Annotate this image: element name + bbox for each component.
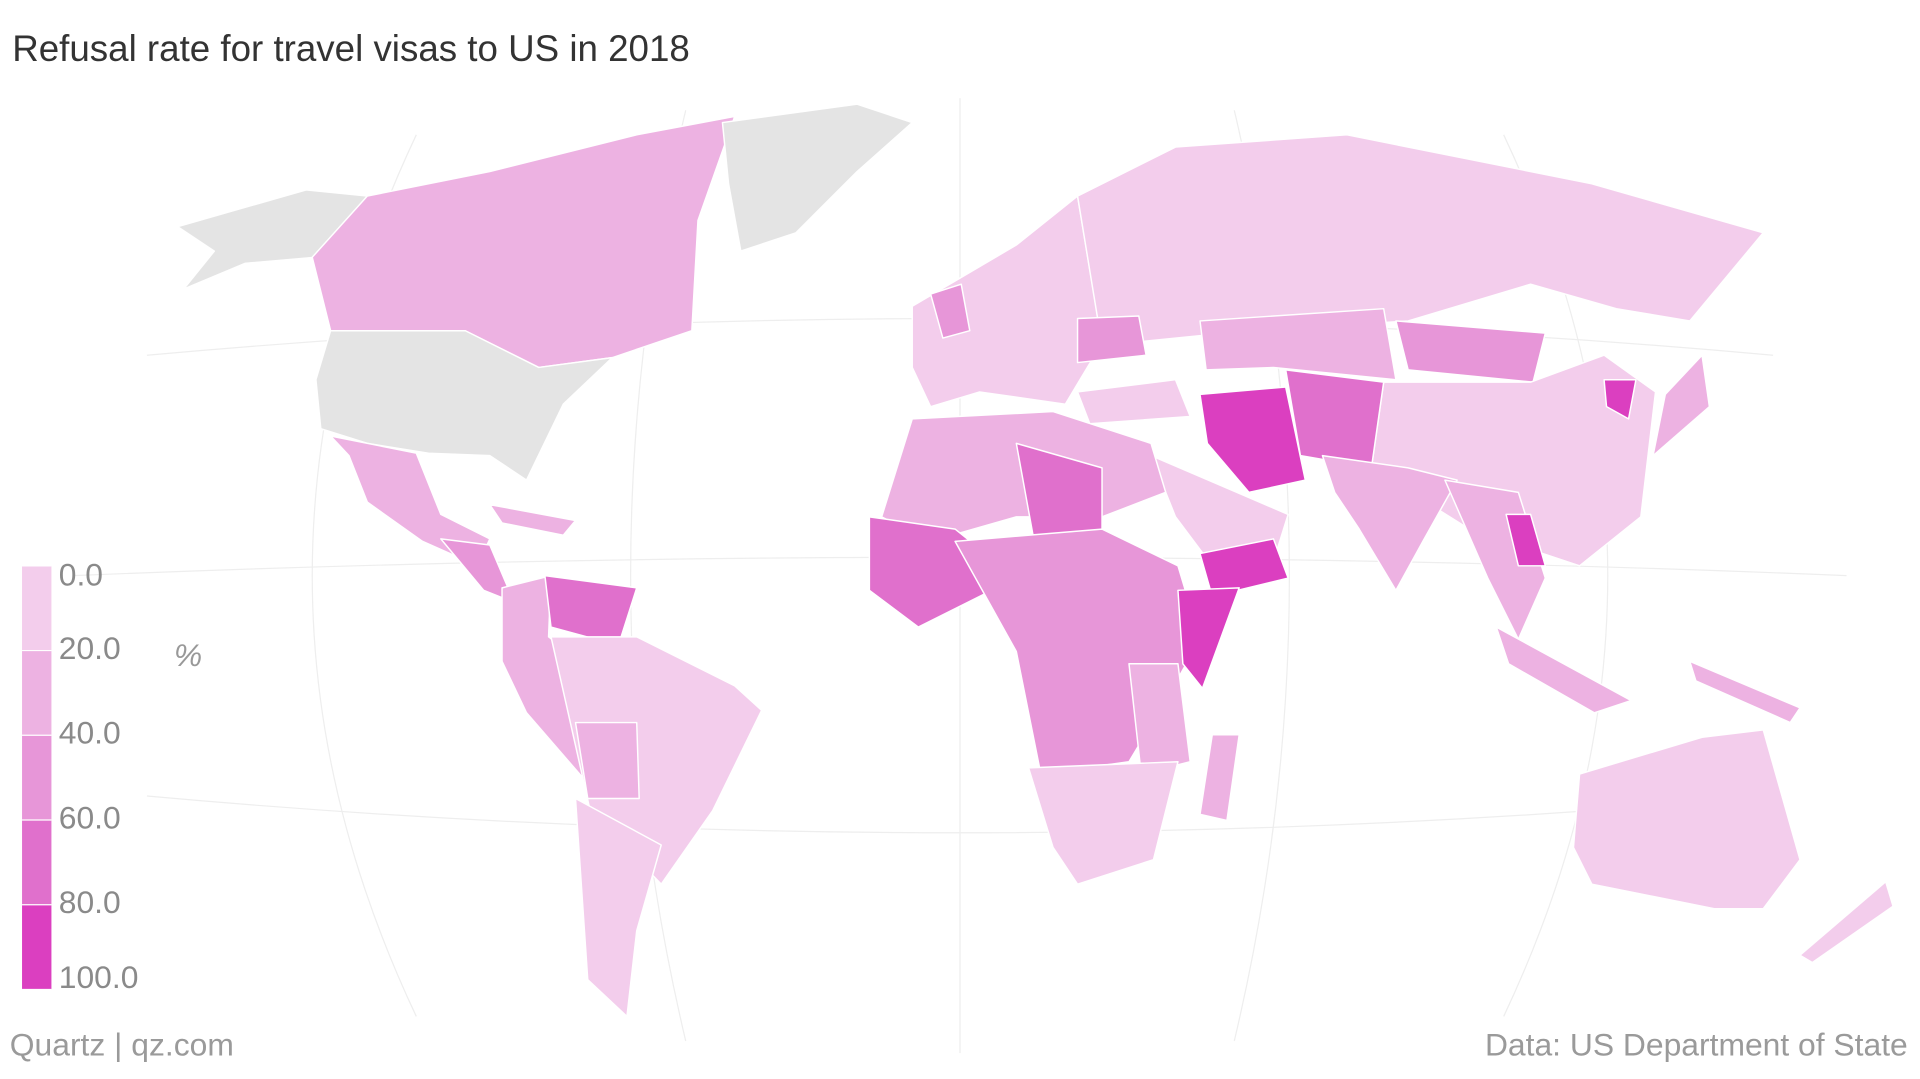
legend-tick-label: 80.0 xyxy=(59,884,121,920)
legend-title: % xyxy=(174,637,202,673)
region xyxy=(1395,320,1547,383)
region xyxy=(1076,378,1191,425)
region xyxy=(1199,307,1397,381)
legend-swatch xyxy=(22,820,52,905)
region xyxy=(311,115,736,369)
region xyxy=(868,516,1018,628)
legend: 0.0 20.0 40.0 60.0 80.0 100.0 xyxy=(22,556,138,995)
region-no-data xyxy=(176,189,369,290)
legend-tick-label: 20.0 xyxy=(59,630,121,666)
region xyxy=(1199,538,1289,598)
source-right: Data: US Department of State xyxy=(1485,1026,1908,1062)
region xyxy=(1177,587,1240,690)
region xyxy=(1505,513,1547,567)
region xyxy=(1076,315,1147,364)
region xyxy=(1076,134,1764,347)
region xyxy=(489,503,577,536)
region xyxy=(574,797,662,1018)
legend-tick-label: 100.0 xyxy=(59,959,139,995)
region xyxy=(574,721,640,800)
region xyxy=(1199,734,1240,822)
region xyxy=(544,574,638,647)
region xyxy=(1128,663,1191,775)
region xyxy=(1199,386,1307,494)
region xyxy=(1572,729,1801,910)
region xyxy=(911,195,1103,408)
region xyxy=(929,283,971,339)
region xyxy=(1495,626,1632,714)
legend-tick-label: 0.0 xyxy=(59,556,103,592)
region xyxy=(1284,369,1385,469)
legend-tick-label: 40.0 xyxy=(59,715,121,751)
region xyxy=(1799,881,1894,964)
chart-title: Refusal rate for travel visas to US in 2… xyxy=(12,28,690,69)
region xyxy=(1321,454,1458,592)
region-no-data xyxy=(315,329,613,481)
region xyxy=(1603,378,1637,420)
region xyxy=(1689,660,1801,724)
region xyxy=(1027,761,1179,885)
region-no-data xyxy=(721,103,913,252)
legend-swatch xyxy=(22,904,52,990)
legend-swatch xyxy=(22,735,52,821)
legend-tick-label: 60.0 xyxy=(59,799,121,835)
legend-swatch xyxy=(22,650,52,736)
legend-swatch xyxy=(22,565,52,651)
region xyxy=(1652,354,1711,457)
source-left: Quartz | qz.com xyxy=(10,1026,234,1062)
map xyxy=(176,103,1894,1018)
